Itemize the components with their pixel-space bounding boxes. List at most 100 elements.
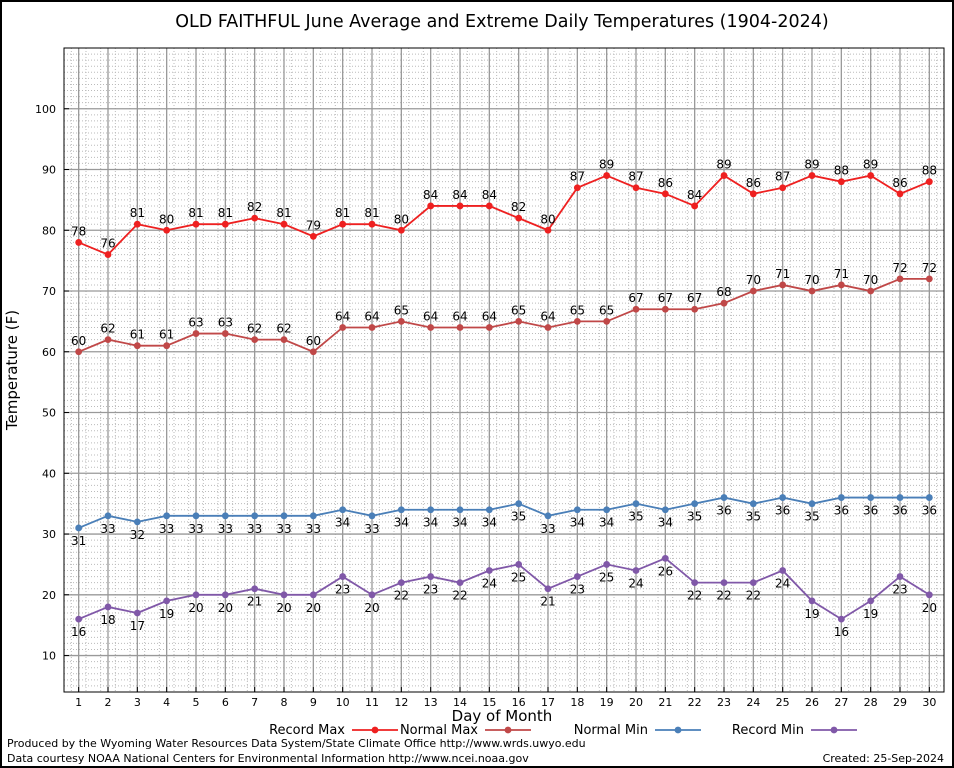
data-point bbox=[398, 579, 405, 586]
data-label: 19 bbox=[159, 607, 174, 621]
data-label: 33 bbox=[276, 522, 291, 536]
data-point bbox=[310, 591, 317, 598]
series-normal-max: 6062616163636262606464656464646564656567… bbox=[71, 261, 937, 355]
data-point bbox=[691, 500, 698, 507]
legend-label: Record Min bbox=[732, 723, 804, 738]
legend-label: Normal Max bbox=[400, 723, 478, 738]
series-record-max: 7876818081818281798181808484848280878987… bbox=[71, 158, 937, 258]
x-tick-label: 29 bbox=[893, 696, 907, 709]
data-point bbox=[721, 300, 728, 307]
data-label: 36 bbox=[834, 504, 849, 518]
data-point bbox=[339, 221, 346, 228]
data-point bbox=[339, 506, 346, 513]
x-tick-label: 22 bbox=[688, 696, 702, 709]
data-label: 35 bbox=[511, 510, 526, 524]
data-point bbox=[281, 336, 288, 343]
x-tick-label: 19 bbox=[600, 696, 614, 709]
x-tick-label: 26 bbox=[805, 696, 819, 709]
data-point bbox=[574, 506, 581, 513]
data-point bbox=[457, 324, 464, 331]
data-point bbox=[134, 342, 141, 349]
data-label: 22 bbox=[716, 589, 731, 603]
y-tick-label: 100 bbox=[35, 103, 56, 116]
x-tick-label: 7 bbox=[251, 696, 258, 709]
data-point bbox=[691, 306, 698, 313]
data-point bbox=[486, 567, 493, 574]
data-point bbox=[105, 512, 112, 519]
data-point bbox=[486, 324, 493, 331]
legend-label: Record Max bbox=[269, 723, 345, 738]
data-point bbox=[310, 512, 317, 519]
data-point bbox=[163, 512, 170, 519]
data-label: 35 bbox=[804, 510, 819, 524]
data-label: 33 bbox=[100, 522, 115, 536]
x-tick-label: 30 bbox=[922, 696, 936, 709]
data-label: 20 bbox=[364, 601, 379, 615]
data-point bbox=[809, 500, 816, 507]
data-point bbox=[163, 342, 170, 349]
x-tick-label: 24 bbox=[746, 696, 760, 709]
data-point bbox=[838, 616, 845, 623]
data-label: 34 bbox=[335, 516, 350, 530]
data-label: 21 bbox=[540, 595, 555, 609]
data-label: 22 bbox=[746, 589, 761, 603]
data-label: 23 bbox=[570, 583, 585, 597]
data-point bbox=[398, 506, 405, 513]
data-label: 33 bbox=[364, 522, 379, 536]
legend: Record MaxNormal MaxNormal MinRecord Min bbox=[269, 723, 857, 738]
data-label: 18 bbox=[100, 613, 115, 627]
x-tick-label: 21 bbox=[658, 696, 672, 709]
data-label: 70 bbox=[746, 273, 761, 287]
x-tick-label: 9 bbox=[310, 696, 317, 709]
data-point bbox=[545, 585, 552, 592]
data-point bbox=[281, 221, 288, 228]
data-point bbox=[75, 616, 82, 623]
data-label: 34 bbox=[394, 516, 409, 530]
data-label: 20 bbox=[276, 601, 291, 615]
y-tick-label: 20 bbox=[42, 589, 56, 602]
data-label: 72 bbox=[892, 261, 907, 275]
data-label: 62 bbox=[247, 322, 262, 336]
data-point bbox=[633, 306, 640, 313]
data-point bbox=[222, 591, 229, 598]
data-label: 33 bbox=[188, 522, 203, 536]
data-point bbox=[867, 172, 874, 179]
data-label: 89 bbox=[599, 158, 614, 172]
data-label: 60 bbox=[306, 334, 321, 348]
x-tick-label: 2 bbox=[105, 696, 112, 709]
data-point bbox=[75, 348, 82, 355]
data-point bbox=[691, 579, 698, 586]
data-point bbox=[193, 512, 200, 519]
data-label: 80 bbox=[394, 212, 409, 226]
data-label: 88 bbox=[922, 164, 937, 178]
data-point bbox=[457, 579, 464, 586]
data-label: 34 bbox=[570, 516, 585, 530]
y-tick-label: 40 bbox=[42, 467, 56, 480]
data-label: 81 bbox=[218, 206, 233, 220]
data-label: 84 bbox=[687, 188, 702, 202]
data-point bbox=[926, 178, 933, 185]
data-point bbox=[926, 494, 933, 501]
data-point bbox=[134, 221, 141, 228]
data-label: 35 bbox=[746, 510, 761, 524]
data-label: 70 bbox=[804, 273, 819, 287]
data-label: 84 bbox=[482, 188, 497, 202]
data-point bbox=[779, 282, 786, 289]
data-label: 82 bbox=[511, 200, 526, 214]
data-label: 23 bbox=[423, 583, 438, 597]
data-point bbox=[633, 567, 640, 574]
data-label: 19 bbox=[863, 607, 878, 621]
data-point bbox=[310, 233, 317, 240]
data-label: 67 bbox=[687, 291, 702, 305]
y-tick-label: 70 bbox=[42, 285, 56, 298]
data-point bbox=[281, 512, 288, 519]
data-label: 81 bbox=[276, 206, 291, 220]
data-point bbox=[398, 227, 405, 234]
data-point bbox=[398, 318, 405, 325]
data-label: 64 bbox=[482, 309, 497, 323]
data-point bbox=[163, 227, 170, 234]
data-label: 25 bbox=[511, 570, 526, 584]
y-axis-label: Temperature (F) bbox=[3, 310, 21, 431]
data-label: 63 bbox=[188, 316, 203, 330]
data-label: 61 bbox=[130, 328, 145, 342]
